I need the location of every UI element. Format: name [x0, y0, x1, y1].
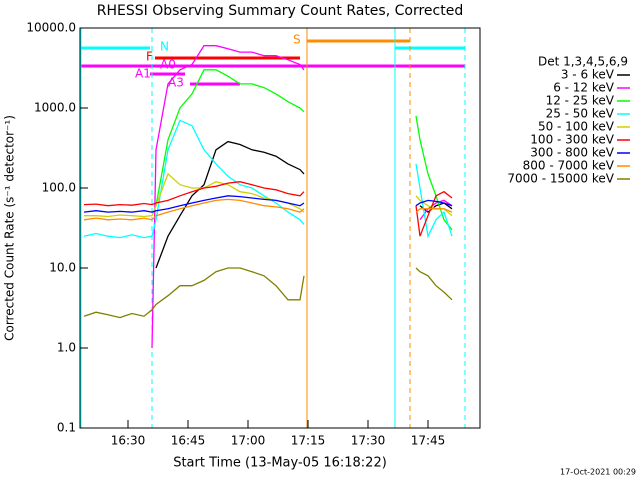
chart-title: RHESSI Observing Summary Count Rates, Co… [97, 3, 463, 19]
state-lines [80, 28, 466, 428]
y-axis-label: Corrected Count Rate (s⁻¹ detector⁻¹) [3, 115, 17, 341]
legend-label: 25 - 50 keV [546, 107, 615, 121]
flag-label: A3 [168, 76, 184, 90]
series-line [83, 181, 453, 237]
flag-label: A1 [135, 67, 151, 81]
legend-label: 800 - 7000 keV [523, 159, 615, 173]
legend-title: Det 1,3,4,5,6,9 [538, 55, 628, 69]
x-tick-label: 16:30 [111, 434, 146, 448]
flags: N F A0 A1 A3 S [80, 33, 465, 90]
legend-label: 12 - 25 keV [546, 94, 615, 108]
legend-label: 6 - 12 keV [553, 81, 615, 95]
plot-frame [79, 27, 481, 429]
x-tick-label: 17:00 [231, 434, 266, 448]
series-line [151, 45, 453, 349]
series-line [83, 198, 453, 221]
legend-label: 300 - 800 keV [530, 146, 614, 160]
legend-label: 50 - 100 keV [538, 120, 615, 134]
legend-label: 3 - 6 keV [561, 68, 615, 82]
y-tick-label: 10000.0 [26, 21, 76, 35]
y-tick-label: 1000.0 [34, 101, 76, 115]
x-tick-label: 17:15 [291, 434, 326, 448]
y-tick-label: 0.1 [57, 421, 76, 435]
x-axis-label: Start Time (13-May-05 16:18:22) [173, 456, 387, 471]
legend-label: 7000 - 15000 keV [507, 172, 614, 186]
x-tick-label: 17:30 [351, 434, 386, 448]
legend-label: 100 - 300 keV [530, 133, 614, 147]
series-line [83, 195, 453, 213]
y-tick-label: 1.0 [57, 341, 76, 355]
flag-label: S [293, 33, 301, 47]
series-line [83, 267, 453, 319]
flag-label: N [160, 40, 169, 54]
footer: 17-Oct-2021 00:29 [560, 468, 636, 477]
series-line [155, 69, 453, 231]
x-tick-label: 17:45 [411, 434, 446, 448]
x-tick-label: 16:45 [171, 434, 206, 448]
flag-label: A0 [160, 58, 176, 72]
y-tick-label: 10.0 [49, 261, 76, 275]
y-tick-label: 100.0 [42, 181, 76, 195]
series-line [155, 140, 453, 269]
flag-label: F [146, 50, 153, 64]
